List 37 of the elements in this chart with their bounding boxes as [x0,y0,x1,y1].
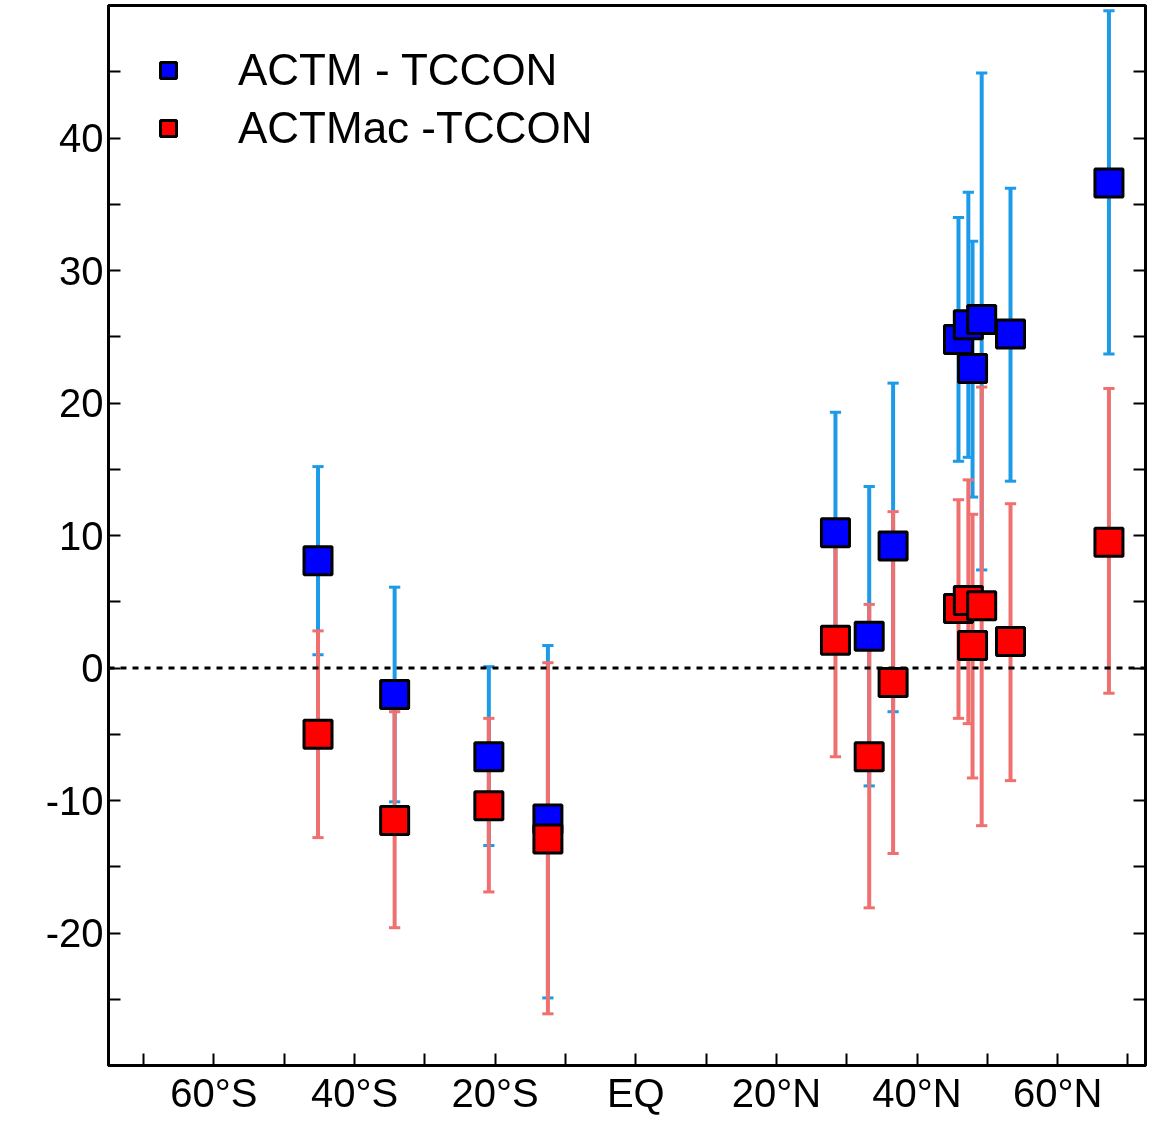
point [473,790,505,822]
point [532,823,564,855]
point [966,590,998,622]
point [302,545,334,577]
point [966,304,998,336]
point [473,741,505,773]
point [877,667,909,699]
y-tick-label: 30 [59,248,104,293]
point [1093,167,1125,199]
x-tick-label: 40°N [872,1070,962,1115]
point [957,629,989,661]
x-tick-label: 20°S [451,1070,539,1115]
legend-label: ACTMac -TCCON [238,103,593,153]
point [853,741,885,773]
y-tick-label: -20 [45,911,104,955]
point [995,626,1027,657]
point [819,624,851,656]
point [302,718,334,750]
x-tick-label: 40°S [310,1070,399,1115]
x-tick-label: 60°N [1012,1070,1103,1115]
y-tick-label: 10 [59,513,104,558]
point [819,517,851,549]
point [1093,526,1125,558]
point [957,353,989,385]
x-tick-label: 20°N [731,1070,822,1115]
y-tick-label: 40 [59,116,104,160]
y-tick-label: 20 [59,381,104,425]
y-tick-label: 0 [81,646,104,690]
point [877,530,909,562]
x-tick-label: 60°S [170,1070,258,1115]
x-tick-label: EQ [606,1070,665,1115]
point [379,804,411,836]
point [853,620,885,652]
point [995,318,1027,350]
point [379,679,411,710]
legend-label: ACTM - TCCON [238,45,558,95]
y-tick-label: -10 [45,778,104,823]
